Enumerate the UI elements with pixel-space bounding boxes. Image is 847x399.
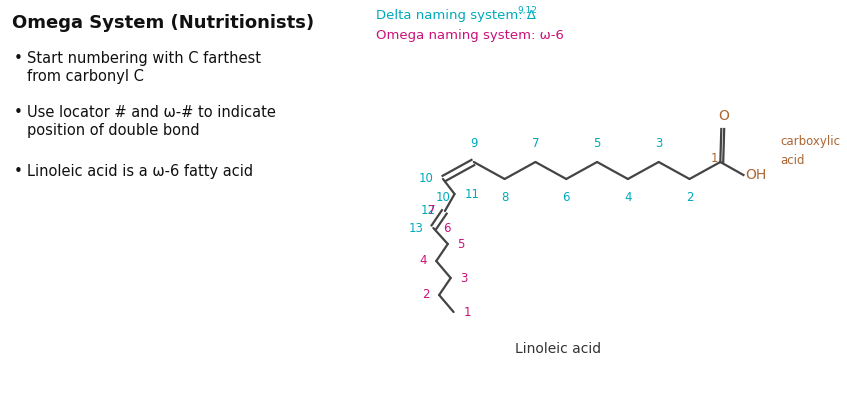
Text: 4: 4: [624, 191, 632, 204]
Text: •: •: [14, 51, 22, 66]
Text: Delta naming system: Δ: Delta naming system: Δ: [375, 9, 535, 22]
Text: carboxylic
acid: carboxylic acid: [780, 136, 840, 166]
Text: 1: 1: [463, 306, 471, 318]
Text: 6: 6: [443, 221, 451, 235]
Text: 10: 10: [418, 172, 434, 186]
Text: Linoleic acid: Linoleic acid: [516, 342, 601, 356]
Text: 13: 13: [409, 221, 424, 235]
Text: 3: 3: [460, 271, 468, 284]
Text: 4: 4: [419, 255, 427, 267]
Text: position of double bond: position of double bond: [27, 123, 200, 138]
Text: Use locator # and ω-# to indicate: Use locator # and ω-# to indicate: [27, 105, 276, 120]
Text: Omega naming system: ω-6: Omega naming system: ω-6: [375, 29, 563, 42]
Text: OH: OH: [745, 168, 767, 182]
Text: 2: 2: [422, 288, 429, 302]
Text: Omega System (Nutritionists): Omega System (Nutritionists): [12, 14, 313, 32]
Text: O: O: [717, 109, 728, 123]
Text: from carbonyl C: from carbonyl C: [27, 69, 144, 84]
Text: 10: 10: [435, 191, 451, 204]
Text: 6: 6: [562, 191, 570, 204]
Text: 5: 5: [457, 237, 465, 251]
Text: 9: 9: [470, 137, 478, 150]
Text: 7: 7: [428, 205, 435, 217]
Text: •: •: [14, 105, 22, 120]
Text: 7: 7: [532, 137, 540, 150]
Text: •: •: [14, 164, 22, 179]
Text: 5: 5: [594, 137, 601, 150]
Text: 11: 11: [464, 188, 479, 201]
Text: Linoleic acid is a ω-6 fatty acid: Linoleic acid is a ω-6 fatty acid: [27, 164, 253, 179]
Text: 2: 2: [686, 191, 694, 204]
Text: Start numbering with C farthest: Start numbering with C farthest: [27, 51, 261, 66]
Text: 8: 8: [501, 191, 508, 204]
Text: 1: 1: [711, 152, 718, 164]
Text: 9,12: 9,12: [518, 6, 537, 15]
Text: 3: 3: [655, 137, 662, 150]
Text: 12: 12: [420, 205, 435, 217]
